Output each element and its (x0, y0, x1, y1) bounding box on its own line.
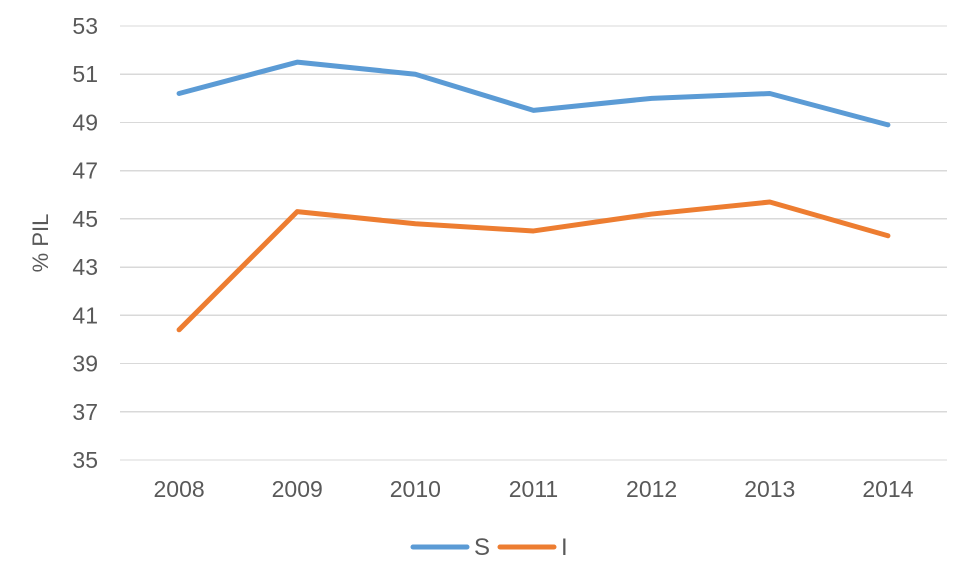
x-axis-label: 2013 (744, 476, 795, 502)
y-axis-title: % PIL (28, 214, 53, 273)
x-axis-label: 2009 (272, 476, 323, 502)
y-tick-label: 53 (72, 13, 98, 39)
x-axis-label: 2012 (626, 476, 677, 502)
y-tick-label: 51 (72, 61, 98, 87)
y-tick-label: 39 (72, 351, 98, 377)
y-tick-label: 47 (72, 158, 98, 184)
y-tick-label: 37 (72, 399, 98, 425)
y-tick-label: 35 (72, 447, 98, 473)
x-axis-label: 2011 (509, 476, 558, 502)
data-series (176, 59, 891, 333)
x-axis-labels: 2008 2009 2010 2011 2012 2013 2014 (153, 476, 913, 502)
x-axis-label: 2014 (862, 476, 913, 502)
gridlines (120, 25, 947, 461)
legend-label-i: I (561, 534, 568, 561)
y-axis-tick-labels: 35 37 39 41 43 45 47 49 51 53 (72, 13, 98, 473)
y-tick-label: 45 (72, 206, 98, 232)
legend-label-s: S (474, 534, 490, 561)
x-axis-label: 2010 (390, 476, 441, 502)
y-tick-label: 49 (72, 109, 98, 135)
y-tick-label: 43 (72, 254, 98, 280)
x-axis-label: 2008 (153, 476, 204, 502)
series-i-line (176, 199, 891, 333)
y-tick-label: 41 (72, 302, 98, 328)
series-s-line (176, 59, 891, 128)
